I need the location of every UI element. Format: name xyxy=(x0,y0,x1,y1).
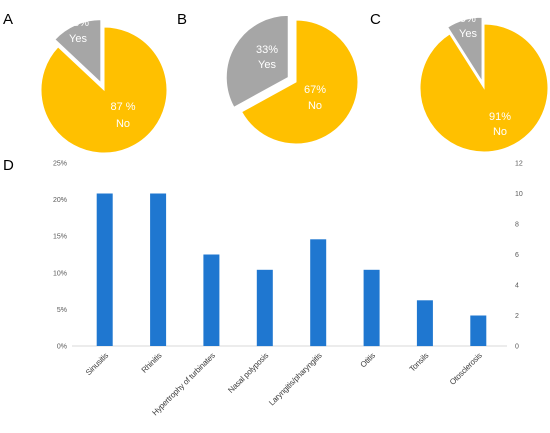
pie-b-no-percent: 67% xyxy=(304,84,326,96)
bar xyxy=(470,315,487,346)
pie-a-no-percent: 87 % xyxy=(110,101,135,113)
left-axis-tick-label: 10% xyxy=(53,270,67,277)
right-axis-tick-label: 6 xyxy=(515,252,519,259)
pie-chart-b: 33% Yes 67% No xyxy=(225,14,359,145)
left-axis-tick-label: 20% xyxy=(53,197,67,204)
pie-a-no-label: No xyxy=(116,118,130,130)
pie-c-no-label: No xyxy=(493,126,507,138)
bar xyxy=(256,269,273,347)
pie-chart-c: 9% Yes 91% No xyxy=(419,13,549,153)
bar xyxy=(416,300,433,347)
pie-c-yes-slice xyxy=(447,16,483,83)
pie-c-yes-percent: 9% xyxy=(460,13,476,25)
panel-letter-a: A xyxy=(3,11,13,28)
panel-letter-d: D xyxy=(3,157,14,174)
left-axis-tick-label: 5% xyxy=(57,307,67,314)
right-axis-tick-label: 0 xyxy=(515,344,519,351)
left-axis-tick-label: 15% xyxy=(53,234,67,241)
category-label: Laryngitis/pharyngitis xyxy=(267,351,324,408)
right-axis-tick-label: 2 xyxy=(515,313,519,320)
bars xyxy=(96,193,487,347)
category-label: Rhinitis xyxy=(140,351,164,375)
pie-chart-a: 13% Yes 87 % No xyxy=(40,17,168,154)
pie-b-no-slice xyxy=(240,19,359,145)
pie-c-no-slice xyxy=(419,23,549,153)
right-axis-tick-label: 4 xyxy=(515,283,519,290)
left-axis-ticks: 0% 5% 10% 15% 20% 25% xyxy=(53,161,67,351)
right-axis-tick-label: 8 xyxy=(515,222,519,229)
pie-b-no-label: No xyxy=(308,100,322,112)
pie-a-no-slice xyxy=(40,26,168,154)
bar xyxy=(150,193,167,346)
pie-b-yes-percent: 33% xyxy=(256,44,278,56)
category-label: Hypertrophy of turbinates xyxy=(150,351,216,417)
right-axis-tick-label: 10 xyxy=(515,191,523,198)
left-axis-tick-label: 0% xyxy=(57,344,67,351)
pie-a-yes-label: Yes xyxy=(69,33,87,45)
pie-b-yes-label: Yes xyxy=(258,59,276,71)
category-label: Nasal polyposis xyxy=(226,351,270,395)
category-label: Otosclerosis xyxy=(448,351,484,387)
right-axis-ticks: 0 2 4 6 8 10 12 xyxy=(515,161,523,351)
category-label: Otitis xyxy=(359,351,378,370)
pie-c-yes-label: Yes xyxy=(459,28,477,40)
panel-letter-b: B xyxy=(177,11,187,28)
bar xyxy=(96,193,113,346)
pie-c-no-percent: 91% xyxy=(489,111,511,123)
bar xyxy=(363,269,380,347)
right-axis-tick-label: 12 xyxy=(515,161,523,168)
bar xyxy=(203,254,220,346)
left-axis-tick-label: 25% xyxy=(53,161,67,168)
bar-chart-d: 0% 5% 10% 15% 20% 25% 0 2 4 6 8 10 12 Sinusitis Rhin… xyxy=(53,161,523,418)
panel-letter-c: C xyxy=(370,11,381,28)
category-label: Sinusitis xyxy=(84,351,110,377)
pie-b-yes-slice xyxy=(225,14,289,108)
pie-a-yes-percent: 13% xyxy=(67,17,89,29)
category-label: Tonsils xyxy=(408,351,431,374)
pie-a-yes-slice xyxy=(54,19,102,84)
bar xyxy=(310,239,327,347)
